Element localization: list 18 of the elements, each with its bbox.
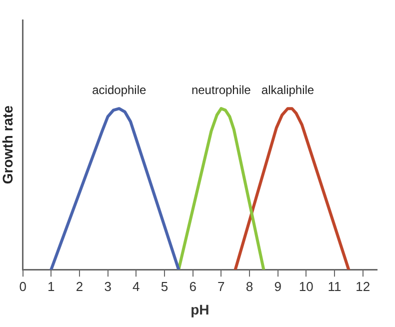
y-axis-title: Growth rate	[0, 105, 16, 184]
x-tick-label: 9	[274, 278, 282, 294]
x-tick-label: 8	[246, 278, 254, 294]
x-tick-label: 2	[76, 278, 84, 294]
x-tick-label: 0	[19, 278, 26, 294]
x-tick-label: 10	[298, 278, 314, 294]
series-label: alkaliphile	[261, 82, 314, 97]
x-tick-label: 4	[132, 278, 140, 294]
series-label: acidophile	[92, 82, 146, 97]
x-tick-label: 12	[356, 278, 370, 294]
x-tick-label: 3	[104, 278, 112, 294]
x-tick-label: 6	[189, 278, 196, 294]
x-tick-label: 5	[160, 278, 168, 294]
x-axis-title: pH	[190, 301, 210, 318]
series-label: neutrophile	[191, 82, 252, 97]
x-tick-label: 1	[48, 278, 55, 294]
x-tick-label: 7	[218, 278, 225, 294]
x-tick-label: 11	[328, 278, 342, 294]
